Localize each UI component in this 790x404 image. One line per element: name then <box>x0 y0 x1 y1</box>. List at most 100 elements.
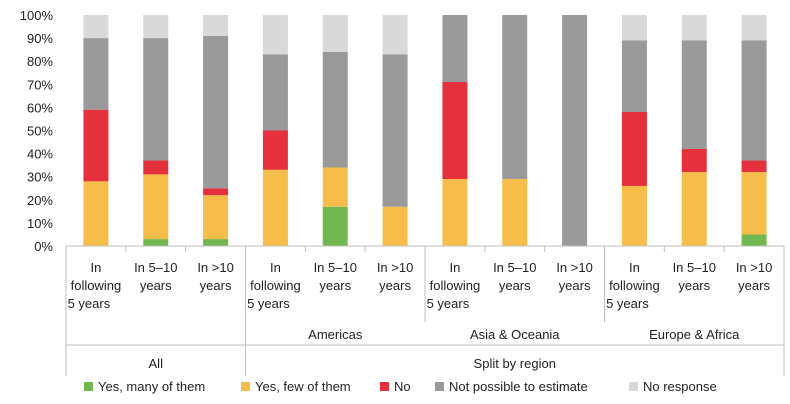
category-label: 5 years <box>247 296 290 311</box>
bar-segment <box>681 40 707 149</box>
category-label: years <box>379 278 411 293</box>
bar-segment <box>621 185 647 246</box>
bar-segment <box>621 40 647 113</box>
category-label: 5 years <box>427 296 470 311</box>
bar-segment <box>741 40 767 161</box>
top-group-label: Split by region <box>474 356 556 371</box>
bar-segment <box>203 35 229 189</box>
y-tick-label: 70% <box>27 77 53 92</box>
bar-segment <box>203 195 229 240</box>
region-label: Europe & Africa <box>649 327 740 342</box>
bar-segment <box>741 160 767 173</box>
category-label: years <box>200 278 232 293</box>
y-tick-label: 90% <box>27 31 53 46</box>
region-label: Asia & Oceania <box>470 327 560 342</box>
category-label: years <box>559 278 591 293</box>
bar-segment <box>442 15 468 82</box>
y-tick-label: 80% <box>27 54 53 69</box>
category-label: years <box>499 278 531 293</box>
category-label: following <box>250 278 301 293</box>
category-label: In >10 <box>377 260 414 275</box>
legend-swatch <box>435 382 444 391</box>
legend: Yes, many of them Yes, few of them No Not p… <box>84 379 717 394</box>
bar-segment <box>83 181 109 246</box>
bar-segment <box>83 15 109 39</box>
bar-segment <box>143 160 169 175</box>
bar-segment <box>382 15 408 55</box>
bar-segment <box>681 15 707 41</box>
bar-segment <box>83 38 109 110</box>
bar-segment <box>322 167 348 207</box>
bar-segment <box>262 130 288 170</box>
bar-segment <box>562 15 588 246</box>
category-label: In <box>270 260 281 275</box>
bar-segment <box>262 15 288 55</box>
bar-segment <box>143 15 169 39</box>
bar-segment <box>382 206 408 246</box>
bar-segment <box>741 234 767 246</box>
legend-label: No response <box>643 379 717 394</box>
category-label: 5 years <box>606 296 649 311</box>
category-label: years <box>319 278 351 293</box>
y-tick-label: 20% <box>27 193 53 208</box>
category-label: following <box>71 278 122 293</box>
bar-segment <box>741 172 767 235</box>
bar-segment <box>741 15 767 41</box>
y-tick-label: 10% <box>27 216 53 231</box>
category-label: following <box>430 278 481 293</box>
bar-segment <box>203 15 229 36</box>
y-axis: 0% 10% 20% 30% 40% 50% 60% 70% 80% 90% 100% <box>20 8 54 254</box>
category-label: In 5–10 <box>134 260 177 275</box>
legend-label: Not possible to estimate <box>449 379 588 394</box>
bar-segment <box>621 112 647 186</box>
bar-segment <box>382 54 408 207</box>
legend-label: No <box>394 379 411 394</box>
bar-segment <box>143 174 169 240</box>
top-group-label: All <box>149 356 164 371</box>
category-label: In >10 <box>736 260 773 275</box>
category-label: In 5–10 <box>493 260 536 275</box>
y-tick-label: 60% <box>27 100 53 115</box>
bars <box>83 15 767 246</box>
bar-segment <box>83 109 109 182</box>
x-axis: In following 5 years In 5–10 years In >10 year… <box>65 245 785 376</box>
legend-swatch <box>629 382 638 391</box>
category-label: In >10 <box>556 260 593 275</box>
category-label: following <box>609 278 660 293</box>
bar-segment <box>203 188 229 196</box>
bar-segment <box>143 239 169 246</box>
category-label: In 5–10 <box>673 260 716 275</box>
bar-segment <box>262 169 288 246</box>
category-label: 5 years <box>68 296 111 311</box>
bar-segment <box>322 51 348 168</box>
bar-segment <box>502 179 528 246</box>
bar-segment <box>322 206 348 246</box>
category-label: In >10 <box>197 260 234 275</box>
category-label: In <box>629 260 640 275</box>
bar-segment <box>681 148 707 173</box>
y-tick-label: 50% <box>27 124 53 139</box>
bar-segment <box>262 54 288 131</box>
legend-swatch <box>84 382 93 391</box>
legend-swatch <box>241 382 250 391</box>
bar-segment <box>442 81 468 180</box>
y-tick-label: 100% <box>20 8 54 23</box>
bar-segment <box>143 38 169 161</box>
category-label: years <box>140 278 172 293</box>
bar-segment <box>502 15 528 180</box>
y-tick-label: 30% <box>27 170 53 185</box>
legend-label: Yes, few of them <box>255 379 351 394</box>
category-label: In 5–10 <box>314 260 357 275</box>
category-label: years <box>738 278 770 293</box>
category-label: In <box>449 260 460 275</box>
category-label: In <box>90 260 101 275</box>
category-label: years <box>678 278 710 293</box>
bar-segment <box>203 239 229 246</box>
legend-label: Yes, many of them <box>98 379 205 394</box>
bar-segment <box>322 15 348 52</box>
y-tick-label: 0% <box>34 239 53 254</box>
bar-segment <box>681 172 707 246</box>
bar-segment <box>621 15 647 41</box>
legend-swatch <box>380 382 389 391</box>
